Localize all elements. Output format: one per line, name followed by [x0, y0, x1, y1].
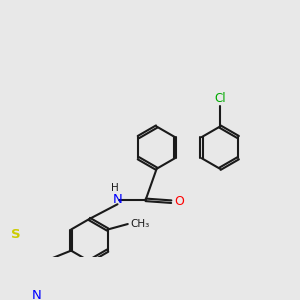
Text: O: O: [174, 195, 184, 208]
Text: N: N: [112, 194, 122, 206]
Text: N: N: [32, 289, 42, 300]
Text: S: S: [11, 228, 21, 241]
Text: H: H: [111, 183, 119, 193]
Text: CH₃: CH₃: [130, 219, 149, 229]
Text: Cl: Cl: [214, 92, 226, 105]
